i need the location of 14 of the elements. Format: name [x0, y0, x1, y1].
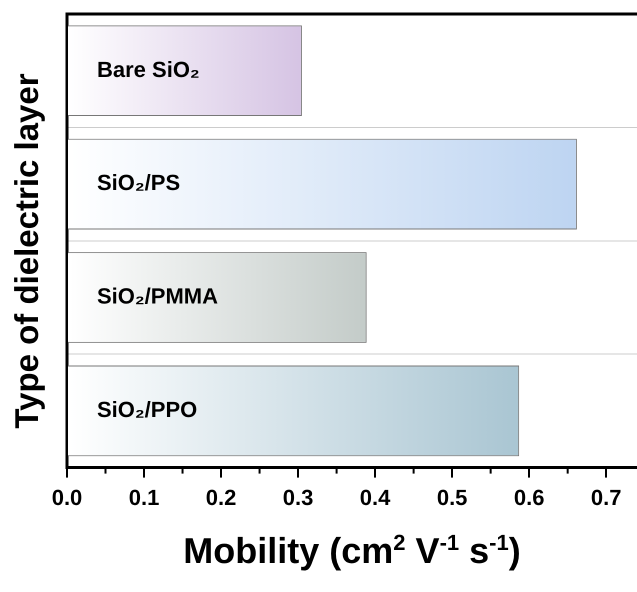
x-tick-label: 0.1 [128, 484, 160, 510]
y-tick-label: SiO₂/PMMA [97, 284, 218, 309]
x-tick-label: 0.2 [206, 484, 236, 510]
x-axis-title: Mobility (cm$^{2}$ V$^{-1}$ s$^{-1}$) [182, 530, 522, 572]
x-tick-label: 0.5 [436, 484, 468, 510]
y-tick-label: SiO₂/PS [97, 170, 180, 196]
y-tick-label: SiO₂/PPO [97, 396, 198, 422]
x-tick-label: 0.6 [514, 484, 544, 510]
x-tick-label: 0.0 [52, 484, 82, 510]
y-tick-label: Bare SiO₂ [97, 56, 200, 82]
x-tick-label: 0.4 [360, 484, 392, 510]
x-tick-label: 0.7 [590, 484, 622, 510]
x-tick-label: 0.3 [282, 484, 314, 510]
y-axis-title: Type of dielectric layer [8, 72, 46, 431]
